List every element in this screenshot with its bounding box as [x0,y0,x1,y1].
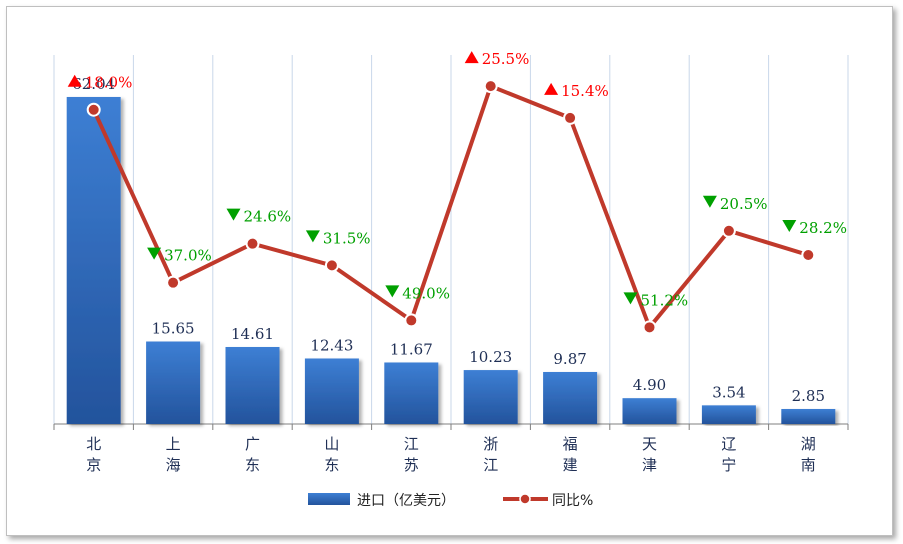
category-label: 广 [245,435,260,453]
yoy-value-label: 15.4% [561,82,609,100]
yoy-value-label: 25.5% [482,50,530,68]
category-label: 北 [86,435,101,453]
bar [225,346,280,424]
down-triangle-icon [702,195,717,208]
up-triangle-icon [67,74,82,87]
bar-value-label: 14.61 [231,325,274,343]
category-label: 福 [563,435,578,453]
up-triangle-icon [464,51,479,64]
bar [781,408,836,424]
down-triangle-icon [385,285,400,298]
bar-value-label: 10.23 [469,348,512,366]
legend: 进口（亿美元） 同比% [308,493,593,509]
bar-value-label: 2.85 [792,387,825,405]
down-triangle-icon [147,247,162,260]
category-label: 上 [166,435,181,453]
legend-bar-swatch [308,493,350,505]
down-triangle-icon [623,292,638,305]
legend-line-label: 同比% [552,493,593,509]
bar-value-label: 15.65 [152,320,195,338]
yoy-point [86,102,101,117]
yoy-value-label: 28.2% [799,219,847,237]
yoy-value-label: 37.0% [164,247,212,265]
category-label: 津 [642,456,657,474]
category-label: 江 [483,456,498,474]
yoy-point [642,320,657,335]
yoy-line-series [86,79,816,335]
category-label: 海 [166,456,181,474]
down-triangle-icon [226,208,241,221]
bar-value-label: 11.67 [390,340,433,358]
bar-value-label: 12.43 [310,336,353,354]
category-label: 建 [563,456,578,474]
yoy-value-label: 31.5% [323,229,371,247]
bar [384,362,439,424]
bar [543,371,598,424]
yoy-value-label: 18.0% [85,74,133,92]
legend-line-marker [519,493,531,505]
bar [463,370,518,424]
yoy-point [245,236,260,251]
yoy-value-label: 51.2% [641,291,689,309]
category-label: 宁 [721,456,736,474]
yoy-point [721,223,736,238]
bar-value-label: 9.87 [553,350,586,368]
bar [146,341,201,424]
category-label: 南 [801,456,816,474]
yoy-value-label: 20.5% [720,195,768,213]
category-label: 天 [642,435,657,453]
yoy-line [91,84,809,330]
yoy-value-label: 24.6% [244,208,292,226]
bar [701,405,756,424]
category-label: 苏 [404,456,419,474]
category-label: 东 [324,456,339,474]
bar-value-label: 4.90 [633,376,666,394]
category-label: 浙 [483,435,498,453]
bar [66,96,121,424]
category-label: 江 [404,435,419,453]
yoy-point [483,79,498,94]
down-triangle-icon [305,230,320,243]
category-label: 东 [245,456,260,474]
category-label: 京 [86,456,101,474]
yoy-point [563,110,578,125]
yoy-point [166,275,181,290]
bar [622,398,677,424]
yoy-point [324,258,339,273]
bar-value-label: 62.04 [72,75,115,93]
yoy-value-label: 49.0% [402,284,450,302]
bar-value-label: 3.54 [712,383,745,401]
bar [304,358,359,424]
category-label: 山 [324,435,339,453]
category-label: 辽 [721,435,736,453]
chart-frame [6,6,893,536]
yoy-point [801,248,816,263]
legend-bar-label: 进口（亿美元） [357,493,455,509]
category-label: 湖 [801,435,816,453]
yoy-point [404,313,419,328]
down-triangle-icon [782,220,797,233]
data-labels: 62.04 15.65 14.61 12.43 11.67 10.23 9.87 4.90 3.… [67,50,847,405]
up-triangle-icon [544,82,559,95]
